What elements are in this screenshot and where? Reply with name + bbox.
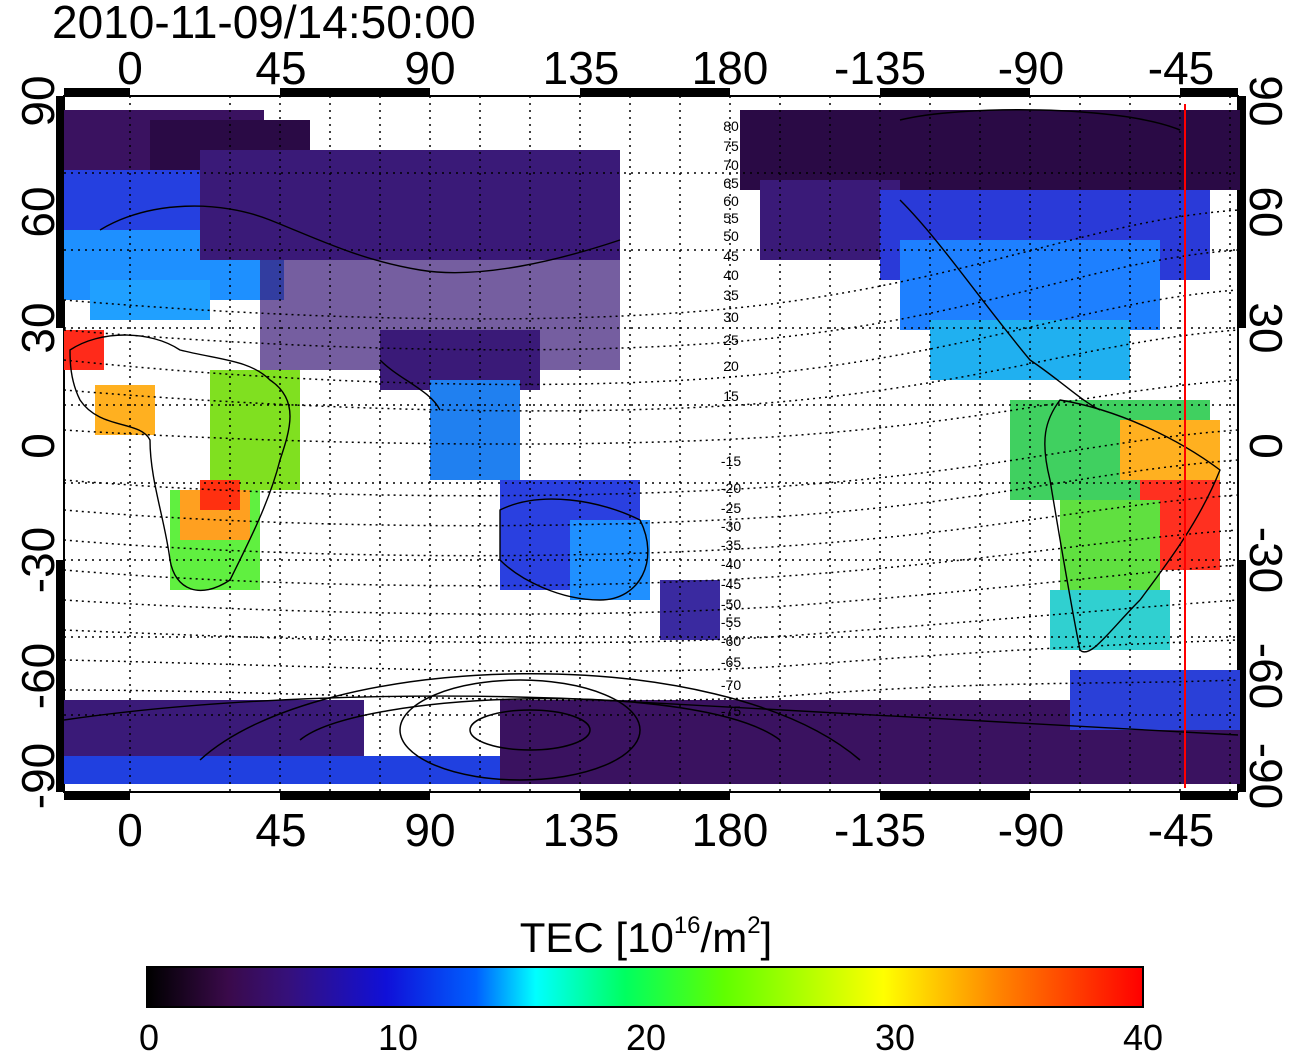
contour-label: 30: [723, 309, 739, 325]
contour-label: 45: [723, 248, 739, 264]
contour-label: -55: [721, 614, 741, 630]
map-border-bars: [56, 88, 1246, 800]
left-lat-tick: 30: [12, 302, 64, 353]
right-lat-tick: -60: [1240, 643, 1292, 709]
contour-label: 80: [723, 118, 739, 134]
contour-label: -75: [721, 703, 741, 719]
contour-label: -25: [721, 500, 741, 516]
south-america-coast: [1044, 399, 1221, 653]
contour-label: 15: [723, 388, 739, 404]
tec-data-layer: [64, 110, 1240, 784]
colorbar-tick: 0: [138, 1017, 160, 1058]
colorbar-tick: 30: [874, 1017, 916, 1058]
north-america-coast: [899, 199, 1101, 411]
right-lat-tick: 90: [1240, 75, 1292, 126]
contour-label: -20: [721, 480, 741, 496]
left-latitude-labels: 90 60 30 0 -30 -60 -90: [12, 75, 64, 809]
contour-label-group: 80 75 70 65 60 55 50 45 40 35 30 25 20 1…: [721, 118, 741, 719]
contour-label: 65: [723, 175, 739, 191]
contour-label: 60: [723, 193, 739, 209]
africa-coast: [69, 334, 291, 591]
top-lon-tick: -135: [834, 42, 926, 94]
top-lon-tick: 135: [543, 42, 620, 94]
top-longitude-labels: 0 45 90 135 180 -135 -90 -45: [117, 42, 1214, 94]
eurasia-coast: [99, 205, 621, 274]
top-lon-tick: -90: [998, 42, 1064, 94]
right-lat-tick: -30: [1240, 527, 1292, 593]
contour-label: -65: [721, 654, 741, 670]
colorbar-title-exponent: 16: [673, 912, 701, 939]
coastlines: [63, 199, 1239, 736]
bottom-lon-tick: 135: [543, 804, 620, 856]
left-lat-tick: -30: [12, 527, 64, 593]
contour-label: 55: [723, 210, 739, 226]
colorbar-title: TEC [1016/m2]: [0, 906, 1292, 962]
top-lon-tick: 180: [692, 42, 769, 94]
bottom-lon-tick: -90: [998, 804, 1064, 856]
contour-label: -70: [721, 677, 741, 693]
magnetic-contours: [63, 209, 1239, 702]
colorbar-title-exponent2: 2: [747, 912, 761, 939]
top-lon-tick: 90: [404, 42, 455, 94]
left-lat-tick: 60: [12, 186, 64, 237]
right-lat-tick: 60: [1240, 186, 1292, 237]
right-latitude-labels: 90 60 30 0 -30 -60 -90: [1240, 75, 1292, 809]
tec-world-map: 80 75 70 65 60 55 50 45 40 35 30 25 20 1…: [12, 42, 1292, 856]
contour-label: -60: [721, 633, 741, 649]
tec-colorbar: [146, 966, 1144, 1008]
contour-label: 35: [723, 287, 739, 303]
left-lat-tick: -90: [12, 743, 64, 809]
contour-label: 25: [723, 332, 739, 348]
contour-label: 40: [723, 267, 739, 283]
colorbar-tick: 20: [625, 1017, 667, 1058]
contour-label: 70: [723, 157, 739, 173]
contour-label: 75: [723, 138, 739, 154]
contour-label: 20: [723, 358, 739, 374]
left-lat-tick: -60: [12, 643, 64, 709]
left-lat-tick: 90: [12, 75, 64, 126]
top-lon-tick: -45: [1148, 42, 1214, 94]
contour-label: -40: [721, 556, 741, 572]
australia-coast: [499, 498, 649, 601]
right-lat-tick: 0: [1240, 433, 1292, 459]
bottom-lon-tick: 90: [404, 804, 455, 856]
bottom-lon-tick: 180: [692, 804, 769, 856]
top-lon-tick: 0: [117, 42, 143, 94]
colorbar-title-unit: /m: [700, 914, 748, 961]
colorbar-title-prefix: TEC [10: [519, 914, 674, 961]
colorbar-title-suffix: ]: [760, 914, 773, 961]
right-lat-tick: 30: [1240, 302, 1292, 353]
india-coast: [379, 359, 441, 411]
contour-label: -15: [721, 453, 741, 469]
contour-label: -35: [721, 537, 741, 553]
contour-label: 50: [723, 228, 739, 244]
bottom-lon-tick: -45: [1148, 804, 1214, 856]
south-pole-contours: [199, 109, 1181, 781]
map-timestamp: 2010-11-09/14:50:00: [52, 0, 476, 48]
contour-label: -50: [721, 596, 741, 612]
left-lat-tick: 0: [12, 433, 64, 459]
contour-label: -45: [721, 576, 741, 592]
top-lon-tick: 45: [255, 42, 306, 94]
contour-label: -30: [721, 518, 741, 534]
colorbar-tick: 40: [1122, 1017, 1164, 1058]
bottom-lon-tick: 0: [117, 804, 143, 856]
bottom-longitude-labels: 0 45 90 135 180 -135 -90 -45: [117, 804, 1214, 856]
colorbar-tick: 10: [377, 1017, 419, 1058]
bottom-lon-tick: 45: [255, 804, 306, 856]
bottom-lon-tick: -135: [834, 804, 926, 856]
right-lat-tick: -90: [1240, 743, 1292, 809]
